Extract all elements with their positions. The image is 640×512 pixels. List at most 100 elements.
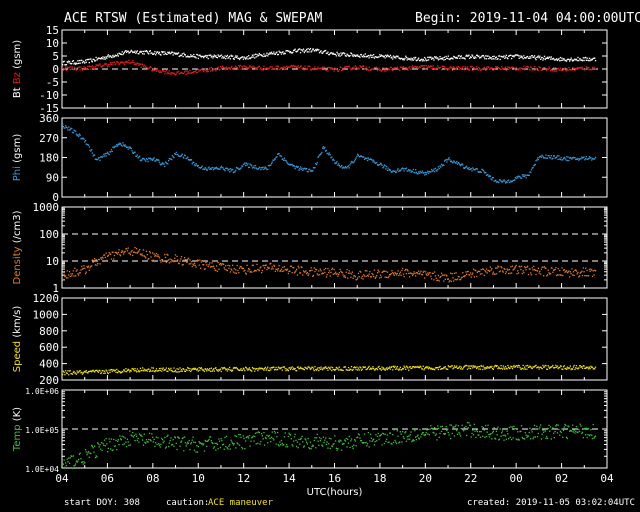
data-point-density: [482, 268, 485, 270]
data-point-speed: [539, 366, 541, 368]
data-point-phi: [381, 164, 383, 166]
data-point-density: [160, 261, 162, 263]
data-point-bz: [451, 69, 453, 71]
data-point-density: [216, 265, 218, 267]
data-point-temp: [171, 443, 174, 446]
data-point-bz: [354, 65, 356, 67]
data-point-temp: [322, 445, 324, 447]
data-point-bt: [299, 52, 302, 54]
data-point-density: [547, 269, 549, 271]
data-point-speed: [579, 365, 581, 367]
data-point-temp: [223, 448, 225, 450]
data-point-speed: [384, 369, 386, 371]
data-point-phi: [302, 169, 304, 171]
data-point-temp: [70, 455, 72, 457]
data-point-bt: [588, 60, 590, 62]
data-point-density: [412, 273, 414, 275]
data-point-phi: [103, 153, 105, 155]
data-point-phi: [193, 164, 196, 166]
data-point-density: [369, 271, 371, 273]
data-point-bz: [202, 69, 204, 71]
data-point-temp: [232, 442, 234, 444]
data-point-bz: [81, 69, 84, 71]
data-point-bz: [171, 72, 174, 74]
data-point-phi: [450, 160, 452, 163]
data-point-phi: [237, 167, 239, 169]
data-point-phi: [272, 159, 274, 161]
data-point-phi: [166, 163, 168, 165]
data-point-bz: [357, 68, 359, 70]
data-point-speed: [542, 364, 544, 367]
data-point-speed: [257, 368, 260, 370]
data-point-bz: [294, 65, 296, 67]
data-point-temp: [309, 447, 311, 450]
data-point-bt: [437, 59, 440, 61]
data-point-temp: [325, 443, 328, 446]
data-point-bz: [395, 67, 398, 69]
data-point-density: [574, 269, 576, 271]
data-point-bz: [324, 67, 326, 69]
data-point-density: [401, 269, 403, 272]
data-point-phi: [132, 152, 135, 154]
data-point-speed: [585, 367, 587, 369]
data-point-bt: [562, 59, 564, 61]
data-point-bt: [421, 60, 424, 62]
data-point-bz: [440, 66, 442, 68]
data-point-temp: [155, 442, 157, 444]
data-point-bz: [212, 70, 214, 72]
data-point-speed: [66, 372, 68, 375]
data-point-temp: [145, 442, 147, 444]
y-axis-label-part: Speed: [12, 341, 23, 372]
data-point-density: [591, 269, 593, 271]
data-point-speed: [471, 365, 473, 367]
data-point-speed: [168, 367, 170, 370]
data-point-temp: [585, 427, 587, 429]
data-point-phi: [294, 168, 296, 170]
data-point-temp: [267, 435, 270, 437]
data-point-speed: [211, 370, 213, 372]
data-point-speed: [506, 368, 508, 370]
data-point-speed: [510, 365, 512, 367]
data-point-phi: [333, 159, 335, 161]
data-point-temp: [91, 445, 93, 447]
data-point-bt: [533, 56, 535, 58]
y-tick-label-density: 100: [39, 228, 59, 241]
data-point-speed: [67, 370, 69, 372]
data-point-temp: [441, 425, 443, 427]
data-point-phi: [196, 164, 198, 166]
data-point-density: [259, 267, 261, 269]
data-point-phi: [391, 171, 393, 174]
data-point-temp: [350, 440, 352, 442]
data-point-bt: [158, 51, 161, 53]
data-point-bt: [374, 56, 376, 58]
data-point-phi: [590, 157, 592, 159]
data-point-speed: [538, 368, 540, 370]
data-point-bt: [396, 56, 398, 58]
data-point-bt: [153, 53, 155, 55]
data-point-temp: [384, 433, 386, 435]
data-point-density: [459, 278, 462, 281]
data-point-bt: [319, 51, 321, 53]
data-point-bt: [434, 57, 437, 59]
data-point-phi: [527, 174, 529, 176]
data-point-density: [200, 267, 202, 269]
data-point-temp: [409, 434, 411, 436]
data-point-bt: [94, 60, 96, 62]
data-point-phi: [85, 143, 87, 145]
data-point-bz: [228, 66, 230, 69]
data-point-speed: [190, 370, 192, 373]
data-point-density: [543, 266, 546, 268]
data-point-phi: [373, 161, 376, 163]
data-point-bt: [497, 58, 499, 60]
data-point-density: [244, 269, 246, 271]
data-point-density: [65, 275, 67, 277]
data-point-bt: [492, 55, 494, 58]
data-point-bz: [219, 66, 222, 68]
data-point-bt: [306, 51, 308, 53]
chart-title: ACE RTSW (Estimated) MAG & SWEPAM: [64, 11, 323, 26]
data-point-bz: [489, 67, 491, 70]
data-point-density: [126, 250, 129, 252]
data-point-bt: [131, 50, 133, 52]
data-point-temp: [566, 437, 568, 440]
data-point-temp: [85, 451, 87, 453]
